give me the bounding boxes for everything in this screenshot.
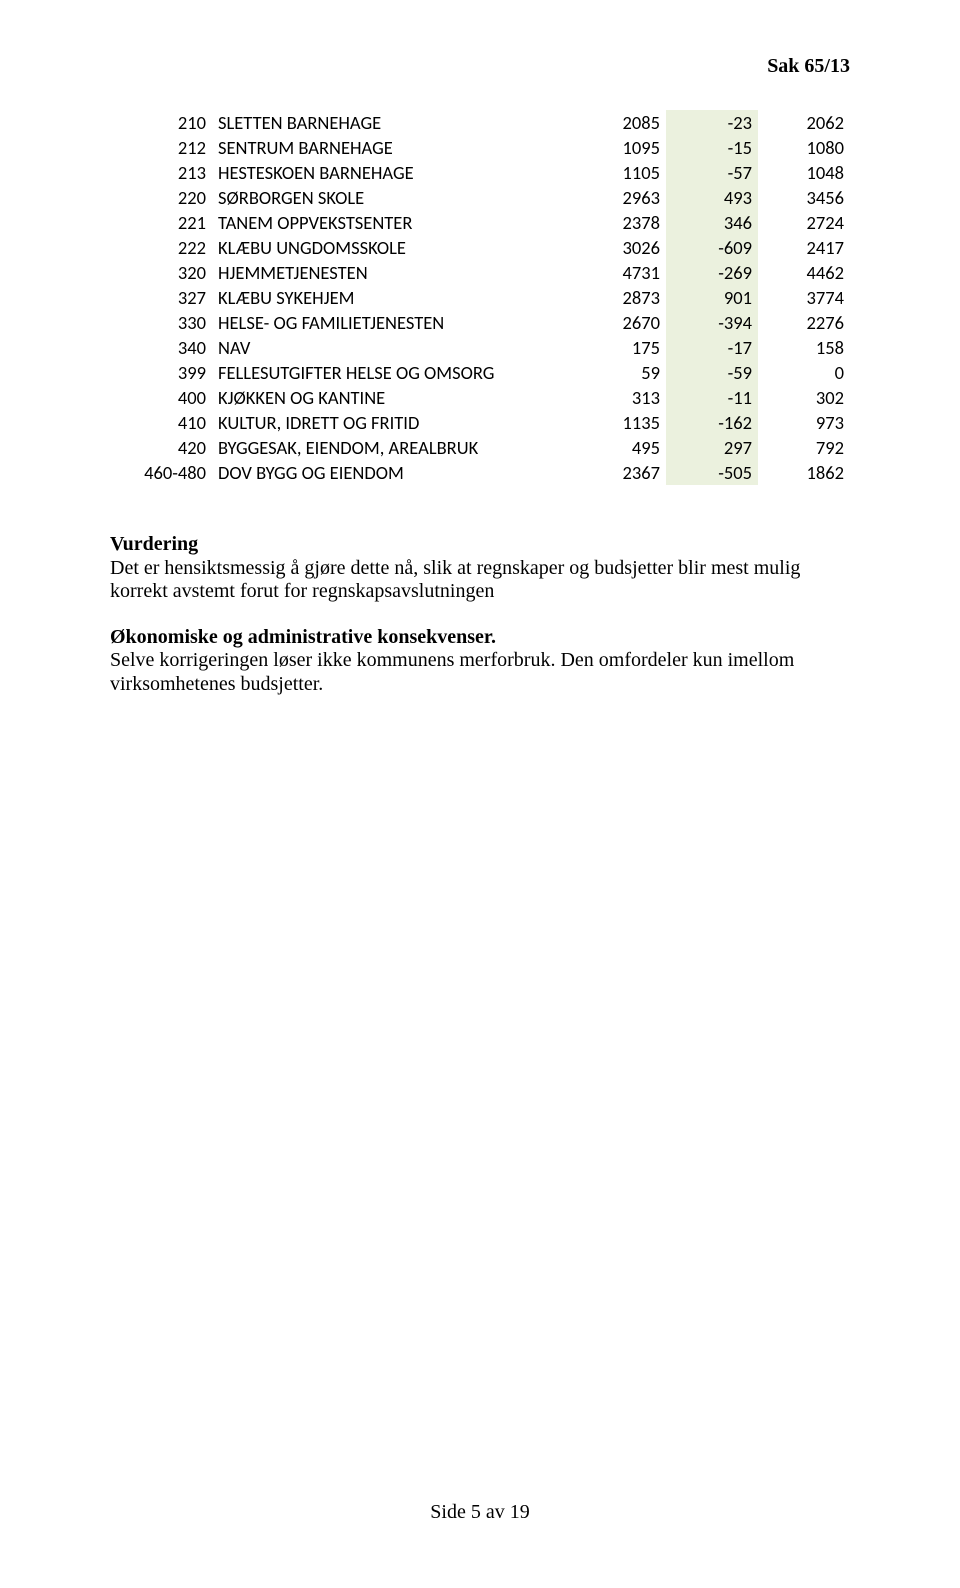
row-v1: 2378 — [574, 210, 666, 235]
row-v3: 2417 — [758, 235, 850, 260]
page-footer: Side 5 av 19 — [0, 1501, 960, 1524]
row-name: KLÆBU UNGDOMSSKOLE — [212, 235, 574, 260]
row-v3: 3456 — [758, 185, 850, 210]
row-name: SLETTEN BARNEHAGE — [212, 110, 574, 135]
row-name: HESTESKOEN BARNEHAGE — [212, 160, 574, 185]
row-v2: 493 — [666, 185, 758, 210]
table-row: 420BYGGESAK, EIENDOM, AREALBRUK495297792 — [110, 435, 850, 460]
row-v2: -11 — [666, 385, 758, 410]
row-v2: -609 — [666, 235, 758, 260]
row-v2: 297 — [666, 435, 758, 460]
row-name: KULTUR, IDRETT OG FRITID — [212, 410, 574, 435]
row-v2: -17 — [666, 335, 758, 360]
row-v2: -269 — [666, 260, 758, 285]
table-row: 221TANEM OPPVEKSTSENTER23783462724 — [110, 210, 850, 235]
row-v1: 1135 — [574, 410, 666, 435]
table-row: 222KLÆBU UNGDOMSSKOLE3026-6092417 — [110, 235, 850, 260]
row-v3: 302 — [758, 385, 850, 410]
row-v3: 158 — [758, 335, 850, 360]
row-name: SENTRUM BARNEHAGE — [212, 135, 574, 160]
row-v2: 901 — [666, 285, 758, 310]
row-v2: -23 — [666, 110, 758, 135]
row-code: 320 — [110, 260, 212, 285]
table-row: 410KULTUR, IDRETT OG FRITID1135-162973 — [110, 410, 850, 435]
row-v2: -57 — [666, 160, 758, 185]
row-v1: 2085 — [574, 110, 666, 135]
table-row: 400KJØKKEN OG KANTINE313-11302 — [110, 385, 850, 410]
row-code: 330 — [110, 310, 212, 335]
row-code: 420 — [110, 435, 212, 460]
row-v1: 2873 — [574, 285, 666, 310]
row-v2: -59 — [666, 360, 758, 385]
row-v3: 4462 — [758, 260, 850, 285]
table-row: 460-480DOV BYGG OG EIENDOM2367-5051862 — [110, 460, 850, 485]
row-v2: -162 — [666, 410, 758, 435]
row-v2: -394 — [666, 310, 758, 335]
row-code: 221 — [110, 210, 212, 235]
vurdering-text: Det er hensiktsmessig å gjøre dette nå, … — [110, 557, 800, 603]
row-v3: 2062 — [758, 110, 850, 135]
row-name: HELSE- OG FAMILIETJENESTEN — [212, 310, 574, 335]
okonomi-text: Selve korrigeringen løser ikke kommunens… — [110, 649, 794, 695]
row-v3: 973 — [758, 410, 850, 435]
page-header-sak: Sak 65/13 — [767, 55, 850, 78]
row-code: 212 — [110, 135, 212, 160]
row-v1: 2670 — [574, 310, 666, 335]
row-v1: 313 — [574, 385, 666, 410]
row-v3: 1080 — [758, 135, 850, 160]
row-code: 210 — [110, 110, 212, 135]
row-name: KJØKKEN OG KANTINE — [212, 385, 574, 410]
budget-table: 210SLETTEN BARNEHAGE2085-232062212SENTRU… — [110, 110, 850, 485]
table-row: 327KLÆBU SYKEHJEM28739013774 — [110, 285, 850, 310]
row-v3: 2276 — [758, 310, 850, 335]
row-code: 399 — [110, 360, 212, 385]
row-v1: 175 — [574, 335, 666, 360]
row-v1: 2963 — [574, 185, 666, 210]
table-row: 210SLETTEN BARNEHAGE2085-232062 — [110, 110, 850, 135]
row-v1: 4731 — [574, 260, 666, 285]
row-code: 327 — [110, 285, 212, 310]
row-name: FELLESUTGIFTER HELSE OG OMSORG — [212, 360, 574, 385]
row-name: BYGGESAK, EIENDOM, AREALBRUK — [212, 435, 574, 460]
table-row: 399FELLESUTGIFTER HELSE OG OMSORG59-590 — [110, 360, 850, 385]
table-row: 320HJEMMETJENESTEN4731-2694462 — [110, 260, 850, 285]
row-v1: 3026 — [574, 235, 666, 260]
row-v3: 2724 — [758, 210, 850, 235]
table-row: 212SENTRUM BARNEHAGE1095-151080 — [110, 135, 850, 160]
row-code: 222 — [110, 235, 212, 260]
okonomi-heading: Økonomiske og administrative konsekvense… — [110, 626, 496, 648]
row-v2: -505 — [666, 460, 758, 485]
row-v2: -15 — [666, 135, 758, 160]
row-v3: 792 — [758, 435, 850, 460]
table-row: 330HELSE- OG FAMILIETJENESTEN2670-394227… — [110, 310, 850, 335]
row-v3: 3774 — [758, 285, 850, 310]
vurdering-heading: Vurdering — [110, 533, 198, 555]
table-row: 220SØRBORGEN SKOLE29634933456 — [110, 185, 850, 210]
row-name: HJEMMETJENESTEN — [212, 260, 574, 285]
row-name: SØRBORGEN SKOLE — [212, 185, 574, 210]
row-v1: 1095 — [574, 135, 666, 160]
row-code: 400 — [110, 385, 212, 410]
row-name: TANEM OPPVEKSTSENTER — [212, 210, 574, 235]
row-name: KLÆBU SYKEHJEM — [212, 285, 574, 310]
row-name: DOV BYGG OG EIENDOM — [212, 460, 574, 485]
row-v1: 59 — [574, 360, 666, 385]
table-row: 340NAV175-17158 — [110, 335, 850, 360]
row-v1: 495 — [574, 435, 666, 460]
row-v3: 1048 — [758, 160, 850, 185]
row-v3: 1862 — [758, 460, 850, 485]
row-code: 410 — [110, 410, 212, 435]
table-row: 213HESTESKOEN BARNEHAGE1105-571048 — [110, 160, 850, 185]
row-code: 340 — [110, 335, 212, 360]
row-v2: 346 — [666, 210, 758, 235]
body-text: Vurdering Det er hensiktsmessig å gjøre … — [110, 533, 850, 697]
row-code: 213 — [110, 160, 212, 185]
row-v1: 1105 — [574, 160, 666, 185]
row-code: 460-480 — [110, 460, 212, 485]
row-v3: 0 — [758, 360, 850, 385]
row-code: 220 — [110, 185, 212, 210]
row-v1: 2367 — [574, 460, 666, 485]
row-name: NAV — [212, 335, 574, 360]
